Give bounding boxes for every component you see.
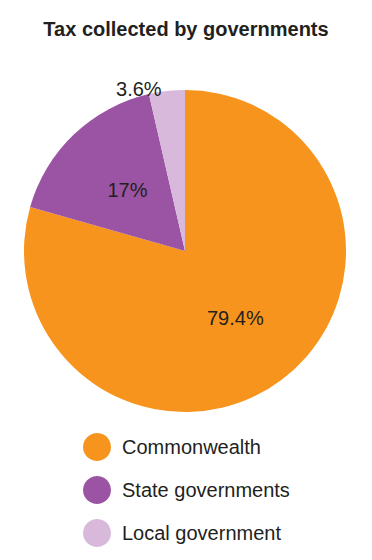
svg-text:3.6%: 3.6% (116, 78, 162, 100)
svg-text:Local government: Local government (122, 522, 281, 544)
svg-text:79.4%: 79.4% (207, 307, 264, 329)
svg-text:17%: 17% (107, 179, 147, 201)
svg-text:Tax collected by governments: Tax collected by governments (43, 18, 328, 40)
svg-text:Commonwealth: Commonwealth (122, 436, 261, 458)
svg-text:State governments: State governments (122, 479, 290, 501)
